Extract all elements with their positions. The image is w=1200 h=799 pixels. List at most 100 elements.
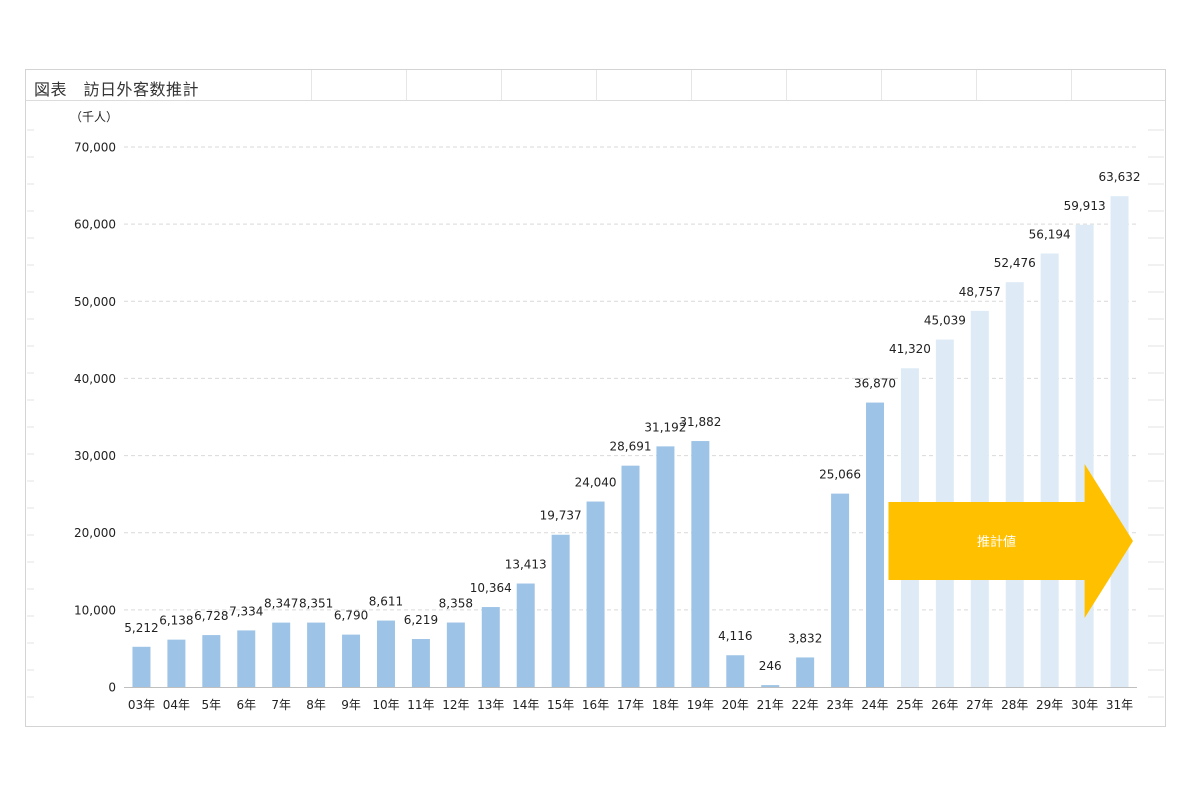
y-tick-label: 10,000	[74, 603, 116, 617]
bar-6年	[237, 630, 256, 687]
data-label: 56,194	[1029, 228, 1071, 242]
x-tick-label: 17年	[617, 698, 644, 712]
caption-row-cell-divider	[1071, 70, 1072, 100]
x-tick-label: 11年	[407, 698, 434, 712]
bar-8年	[307, 622, 326, 687]
data-label: 19,737	[540, 509, 582, 523]
y-unit-label: （千人）	[70, 110, 118, 124]
data-label: 10,364	[470, 581, 512, 595]
data-label: 6,219	[404, 613, 438, 627]
x-tick-label: 14年	[512, 698, 539, 712]
estimate-arrow	[888, 464, 1133, 618]
bar-04年	[167, 639, 186, 687]
data-label: 52,476	[994, 256, 1036, 270]
bar-31年	[1110, 196, 1129, 687]
estimate-arrow-label: 推計値	[977, 534, 1016, 550]
data-label: 31,882	[679, 415, 721, 429]
y-tick-label: 50,000	[74, 295, 116, 309]
chart-caption: 図表 訪日外客数推計	[34, 80, 200, 99]
y-tick-label: 40,000	[74, 372, 116, 386]
x-tick-label: 31年	[1106, 698, 1133, 712]
x-tick-label: 10年	[372, 698, 399, 712]
data-label: 41,320	[889, 342, 931, 356]
data-label: 36,870	[854, 377, 896, 391]
data-label: 63,632	[1099, 170, 1141, 184]
bar-18年	[656, 446, 675, 687]
x-tick-label: 28年	[1001, 698, 1028, 712]
data-label: 31,192	[644, 420, 686, 434]
caption-row-cell-divider	[881, 70, 882, 100]
y-tick-label: 0	[108, 681, 116, 695]
data-label: 8,358	[439, 597, 473, 611]
caption-row-cell-divider	[596, 70, 597, 100]
bar-20年	[726, 655, 745, 687]
y-tick-label: 70,000	[74, 141, 116, 155]
x-tick-label: 6年	[236, 698, 256, 712]
bar-27年	[970, 310, 989, 687]
data-label: 6,728	[194, 609, 228, 623]
x-tick-label: 19年	[687, 698, 714, 712]
data-label: 3,832	[788, 631, 822, 645]
bar-21年	[761, 685, 780, 687]
bar-13年	[481, 607, 500, 687]
bar-7年	[272, 622, 291, 687]
x-tick-label: 21年	[757, 698, 784, 712]
data-label: 6,138	[159, 614, 193, 628]
y-tick-label: 30,000	[74, 449, 116, 463]
x-tick-label: 16年	[582, 698, 609, 712]
x-tick-label: 24年	[861, 698, 888, 712]
y-tick-label: 60,000	[74, 218, 116, 232]
data-label: 4,116	[718, 629, 752, 643]
x-tick-label: 26年	[931, 698, 958, 712]
caption-row: 図表 訪日外客数推計	[26, 70, 1165, 101]
x-tick-label: 22年	[792, 698, 819, 712]
x-tick-label: 29年	[1036, 698, 1063, 712]
bar-12年	[446, 622, 465, 687]
x-tick-label: 8年	[306, 698, 326, 712]
caption-row-cell-divider	[406, 70, 407, 100]
data-label: 7,334	[229, 604, 263, 618]
x-tick-label: 03年	[128, 698, 155, 712]
caption-row-cell-divider	[311, 70, 312, 100]
data-label: 28,691	[610, 440, 652, 454]
x-tick-label: 9年	[341, 698, 361, 712]
x-tick-label: 5年	[202, 698, 222, 712]
x-tick-label: 7年	[271, 698, 291, 712]
x-tick-label: 12年	[442, 698, 469, 712]
x-tick-label: 15年	[547, 698, 574, 712]
data-label: 45,039	[924, 314, 966, 328]
bar-29年	[1040, 253, 1059, 688]
data-label: 246	[759, 659, 782, 673]
bar-10年	[376, 620, 395, 687]
x-tick-label: 13年	[477, 698, 504, 712]
bar-19年	[691, 441, 710, 687]
x-tick-label: 04年	[163, 698, 190, 712]
bar-15年	[551, 534, 570, 687]
bar-24年	[866, 402, 885, 687]
bar-9年	[342, 634, 361, 687]
bar-5年	[202, 635, 221, 687]
x-tick-label: 18年	[652, 698, 679, 712]
x-tick-label: 25年	[896, 698, 923, 712]
data-label: 48,757	[959, 285, 1001, 299]
data-label: 8,351	[299, 597, 333, 611]
bar-11年	[411, 639, 430, 687]
data-label: 8,347	[264, 597, 298, 611]
bar-14年	[516, 583, 535, 687]
caption-row-cell-divider	[976, 70, 977, 100]
bar-03年	[132, 646, 151, 687]
bar-17年	[621, 465, 640, 687]
bar-23年	[831, 493, 850, 687]
data-label: 6,790	[334, 609, 368, 623]
data-label: 8,611	[369, 595, 403, 609]
x-tick-label: 20年	[722, 698, 749, 712]
caption-row-cell-divider	[691, 70, 692, 100]
data-label: 24,040	[575, 476, 617, 490]
x-tick-label: 27年	[966, 698, 993, 712]
caption-row-cell-divider	[786, 70, 787, 100]
caption-row-cell-divider	[501, 70, 502, 100]
data-label: 59,913	[1064, 199, 1106, 213]
y-tick-label: 20,000	[74, 526, 116, 540]
x-tick-label: 23年	[826, 698, 853, 712]
bar-28年	[1005, 282, 1024, 687]
